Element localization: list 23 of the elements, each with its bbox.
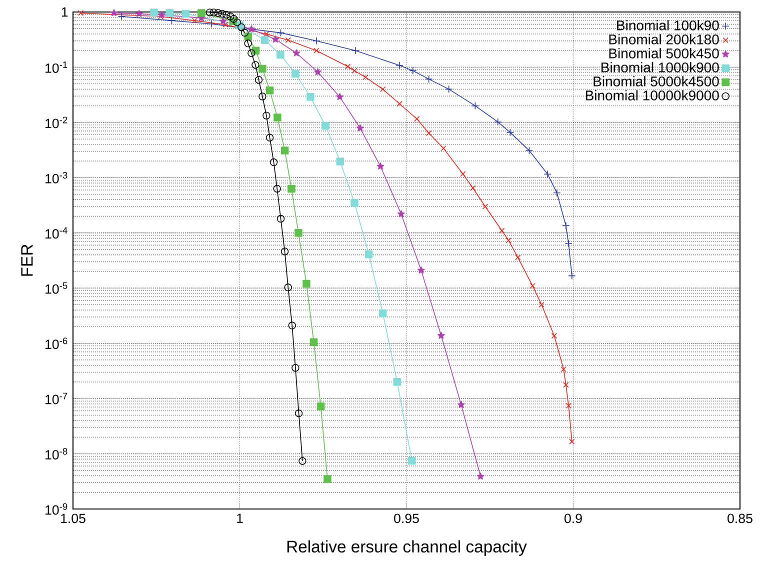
x-tick-label: 1 — [237, 514, 243, 523]
y-tick-label: 10$^{-6}$ — [46, 338, 68, 350]
y-tick-label: 10$^{-9}$ — [46, 503, 68, 515]
legend-label: Binomial 10000k9000 — [586, 90, 719, 100]
legend-label: Binomial 1000k900 — [602, 62, 719, 72]
y-tick-label: 10$^{-3}$ — [46, 172, 68, 184]
legend-label: Binomial 200k180 — [609, 34, 719, 44]
x-tick-label: 0.85 — [728, 514, 752, 524]
y-tick-label: 10$^{-7}$ — [46, 392, 68, 404]
y-tick-label: 10$^{-5}$ — [46, 282, 68, 294]
x-axis-title: Relative ersure channel capacity — [287, 540, 527, 556]
legend-label: Binomial 500k450 — [609, 48, 719, 58]
y-tick-label: 10$^{-4}$ — [46, 227, 68, 239]
y-tick-label: 1 — [62, 7, 68, 17]
legend-label: Binomial 5000k4500 — [594, 76, 719, 86]
x-tick-label: 0.95 — [394, 514, 419, 524]
y-tick-label: 10$^{-1}$ — [46, 62, 68, 73]
legend-label: Binomial 100k90 — [617, 20, 719, 30]
x-tick-label: 0.9 — [564, 514, 582, 524]
y-tick-label: 10$^{-8}$ — [46, 448, 68, 460]
y-tick-label: 10$^{-2}$ — [46, 116, 68, 128]
y-axis-title: FER — [21, 244, 33, 276]
x-tick-label: 1.05 — [61, 514, 86, 524]
